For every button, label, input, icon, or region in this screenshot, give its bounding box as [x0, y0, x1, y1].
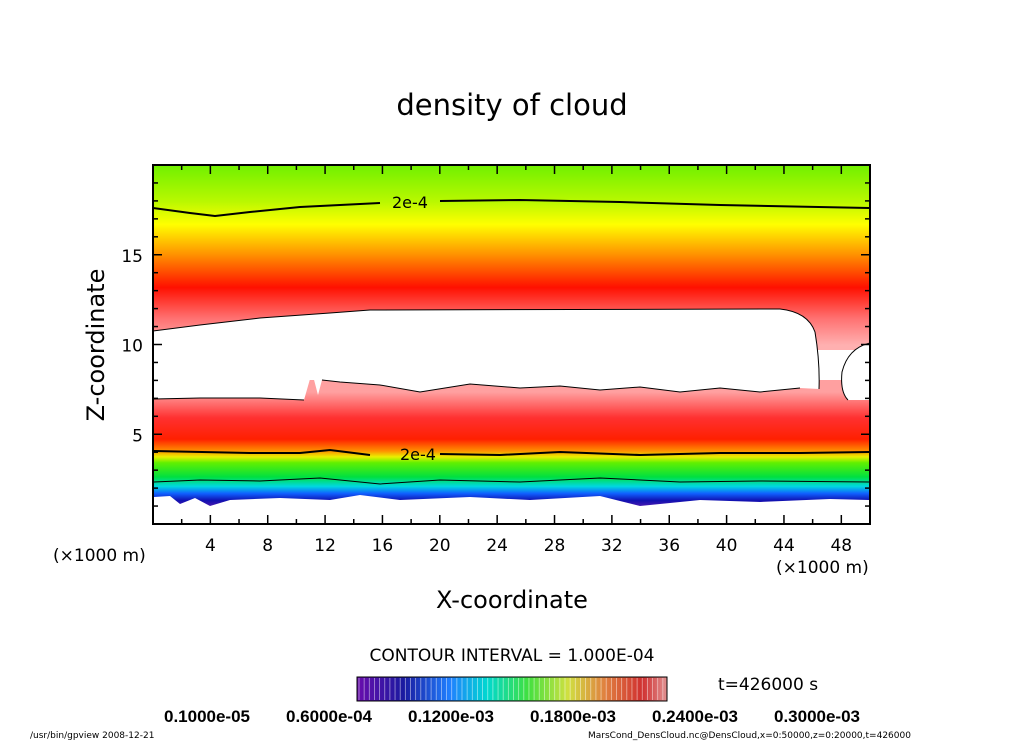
x-tick-label: 36: [658, 536, 680, 556]
colorbar-labels: 0.1000e-05 0.6000e-04 0.1200e-03 0.1800e-03…: [164, 707, 860, 726]
colorbar-stripes: [358, 678, 664, 700]
contour-2e-4-lower: [154, 448, 869, 457]
x-tick-label: 20: [429, 536, 451, 556]
x-axis-label: X-coordinate: [436, 586, 588, 614]
time-label: t=426000 s: [718, 675, 818, 695]
contour-2e-4-upper: [154, 198, 869, 218]
footer-right: MarsCond_DensCloud.nc@DensCloud,x=0:5000…: [588, 731, 911, 741]
colorbar-label: 0.1800e-03: [530, 707, 616, 726]
x-tick-label: 8: [262, 536, 273, 556]
x-tick-label: 4: [205, 536, 216, 556]
colorbar-label: 0.6000e-04: [286, 707, 373, 726]
y-tick-label: 15: [121, 247, 143, 267]
colorbar-label: 0.1000e-05: [164, 707, 250, 726]
axis-ticks: [153, 165, 870, 524]
colorbar: [356, 676, 668, 702]
y-axis-label: Z-coordinate: [82, 269, 110, 422]
footer-left: /usr/bin/gpview 2008-12-21: [30, 731, 154, 741]
chart-title: density of cloud: [396, 88, 627, 122]
x-tick-label: 40: [716, 536, 738, 556]
x-tick-label: 16: [372, 536, 394, 556]
clear-region: [154, 309, 820, 400]
contour-label-lower: 2e-4: [400, 445, 436, 464]
x-tick-label: 32: [601, 536, 623, 556]
x-tick-label: 24: [486, 536, 508, 556]
colorbar-label: 0.3000e-03: [774, 707, 860, 726]
y-tick-label: 5: [132, 426, 143, 446]
x-tick-label: 12: [314, 536, 336, 556]
x-tick-label: 48: [830, 536, 852, 556]
x-tick-label: 44: [773, 536, 795, 556]
clear-region-bottom: [154, 495, 869, 523]
clear-region-right: [841, 343, 869, 400]
y-tick-label: 10: [121, 337, 143, 357]
lower-cloud-band: [154, 380, 869, 510]
x-tick-label: 28: [544, 536, 566, 556]
colorbar-label: 0.1200e-03: [408, 707, 494, 726]
x-unit-right: (×1000 m): [776, 558, 869, 578]
plot-area: 2e-4 2e-4: [154, 166, 869, 523]
contour-clear-boundary: [154, 308, 869, 401]
contour-interval: CONTOUR INTERVAL = 1.000E-04: [370, 646, 655, 666]
colorbar-label: 0.2400e-03: [652, 707, 738, 726]
contour-low: [154, 477, 869, 485]
x-unit-left: (×1000 m): [53, 546, 146, 566]
contour-label-upper: 2e-4: [392, 193, 428, 212]
